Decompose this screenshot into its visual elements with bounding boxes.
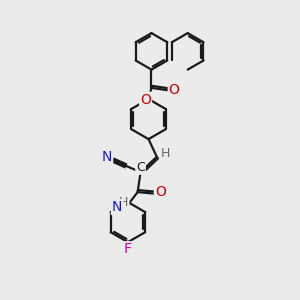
Text: H: H <box>160 147 170 160</box>
Text: C: C <box>136 161 145 174</box>
Text: N: N <box>102 150 112 164</box>
Text: H: H <box>119 196 128 209</box>
Text: O: O <box>155 185 166 200</box>
Text: N: N <box>112 200 122 214</box>
Text: F: F <box>124 242 132 256</box>
Text: O: O <box>169 83 180 97</box>
Text: O: O <box>140 93 151 106</box>
